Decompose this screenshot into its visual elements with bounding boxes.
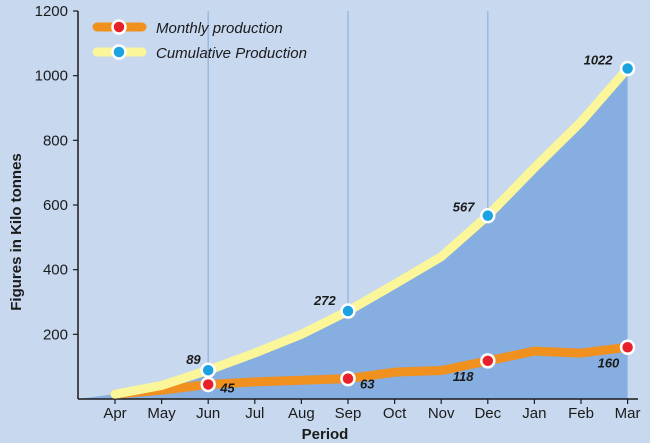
x-tick-label: Sep — [335, 405, 362, 422]
x-tick-label: Dec — [474, 405, 501, 422]
y-axis-title: Figures in Kilo tonnes — [8, 153, 25, 311]
x-tick-label: Oct — [383, 405, 407, 422]
cumulative-area-fill — [78, 68, 628, 399]
cumulative-data-label: 89 — [186, 352, 201, 367]
x-tick-label: Jun — [196, 405, 220, 422]
x-tick-label: Aug — [288, 405, 315, 422]
y-tick-label: 1000 — [35, 68, 68, 85]
cumulative-data-label: 1022 — [584, 53, 614, 68]
cumulative-data-label: 272 — [313, 293, 336, 308]
cumulative-point-jun — [200, 362, 216, 378]
legend-monthly-label: Monthly production — [156, 20, 283, 37]
x-tick-label: Jan — [522, 405, 546, 422]
x-axis-title: Period — [302, 426, 349, 443]
series-layer — [110, 60, 636, 399]
monthly-data-label: 45 — [219, 380, 235, 395]
y-tick-label: 400 — [43, 262, 68, 279]
x-tick-label: Mar — [615, 405, 641, 422]
x-tick-label: May — [147, 405, 176, 422]
legend-cumulative-marker — [111, 44, 127, 60]
cumulative-point-mar — [619, 60, 636, 77]
legend: Monthly production Cumulative Production — [92, 19, 307, 62]
cumulative-series-line — [110, 64, 633, 399]
x-tick-label: Feb — [568, 405, 594, 422]
monthly-series-line — [110, 342, 633, 399]
y-tick-label: 200 — [43, 326, 68, 343]
axes: 200 400 600 800 1000 1200 Apr May Jun Jul Aug Sep Oc… — [35, 3, 641, 422]
y-tick-label: 800 — [43, 132, 68, 149]
y-tick-label: 600 — [43, 197, 68, 214]
monthly-data-label: 160 — [598, 355, 620, 370]
x-tick-label: Apr — [103, 405, 126, 422]
cumulative-point-dec — [480, 207, 496, 224]
x-tick-label: Jul — [245, 405, 264, 422]
y-tick-label: 1200 — [35, 3, 68, 20]
cumulative-data-label: 567 — [453, 200, 475, 215]
monthly-point-mar — [619, 339, 636, 356]
monthly-data-label: 118 — [453, 369, 474, 384]
x-tick-label: Nov — [428, 405, 455, 422]
monthly-point-sep — [340, 370, 356, 387]
data-labels: 45 63 118 160 89 272 567 1022 — [186, 53, 620, 396]
legend-cumulative-label: Cumulative Production — [156, 45, 307, 62]
legend-monthly-marker — [111, 19, 127, 35]
monthly-point-jun — [200, 376, 216, 393]
monthly-data-label: 63 — [360, 377, 375, 392]
monthly-point-dec — [480, 353, 496, 369]
cumulative-point-sep — [340, 303, 356, 319]
